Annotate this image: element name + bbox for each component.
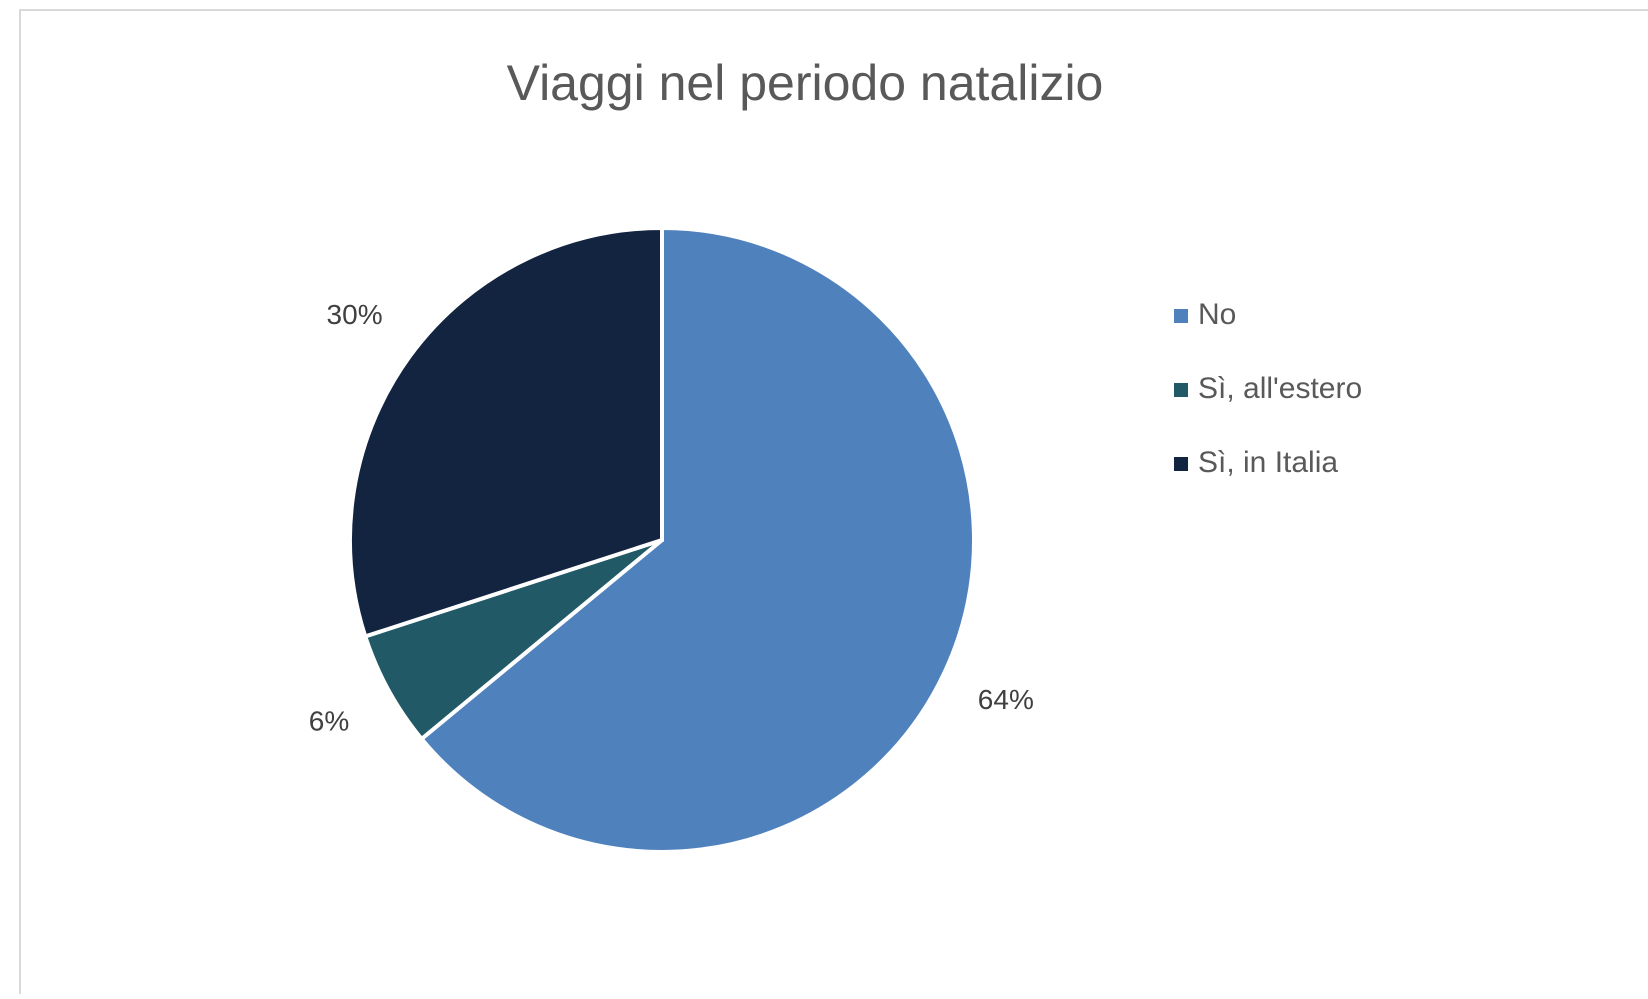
legend-swatch [1174,383,1188,397]
data-label: 64% [978,684,1034,715]
data-label: 30% [327,299,383,330]
legend-swatch [1174,457,1188,471]
pie-slice [418,225,976,854]
pie-slice [348,225,664,639]
data-label: 6% [309,705,349,736]
legend-swatch [1174,309,1188,323]
chart-title: Viaggi nel periodo natalizio [507,55,1104,111]
legend-label: Sì, all'estero [1198,372,1362,405]
legend-label: No [1198,298,1236,331]
legend-label: Sì, in Italia [1198,446,1338,479]
